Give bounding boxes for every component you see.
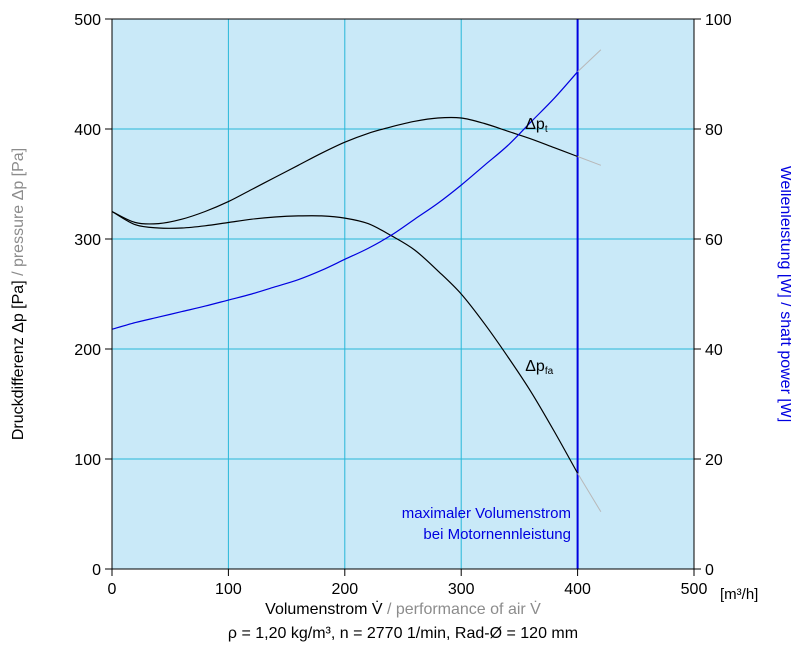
y-right-tick-label-80: 80	[705, 122, 723, 139]
series-label-main-fa: Δp	[525, 358, 545, 375]
y-right-tick-label-100: 100	[705, 12, 732, 29]
y-right-tick-label-20: 20	[705, 452, 723, 469]
y-right-tick-label-40: 40	[705, 342, 723, 359]
series-extension-fa	[577, 473, 602, 513]
max-flow-label-line1: maximaler Volumenstrom	[402, 505, 571, 522]
max-flow-label-line2: bei Motornennleistung	[423, 526, 571, 543]
series-label-main-t: Δp	[525, 116, 545, 133]
y-left-tick-label-500: 500	[74, 12, 101, 29]
axis-ticks: 0 100 200 300 400 500 0 100 200 300 400 500 0 20 40 60 8…	[74, 12, 732, 598]
operating-conditions: ρ = 1,20 kg/m³, n = 2770 1/min, Rad-Ø = …	[228, 625, 578, 642]
y-right-tick-label-0: 0	[705, 562, 714, 579]
y-left-tick-label-200: 200	[74, 342, 101, 359]
series-label-t: Δpt	[525, 116, 548, 135]
x-tick-label-400: 400	[564, 581, 591, 598]
y-left-tick-label-300: 300	[74, 232, 101, 249]
plot-background	[112, 19, 694, 569]
y-left-tick-label-100: 100	[74, 452, 101, 469]
x-tick-label-100: 100	[215, 581, 242, 598]
y-left-axis-title: Druckdifferenz Δp [Pa] / pressure Δp [Pa…	[10, 148, 27, 440]
plot-frame	[111, 18, 695, 570]
series-line-t	[111, 116, 578, 225]
series-label-subscript-fa: fa	[545, 366, 554, 377]
series-extension-power-2	[577, 49, 602, 73]
series-extension-t	[577, 156, 602, 166]
series-line-fa	[111, 210, 579, 474]
y-right-axis-title-translation: / shaft power [W]	[777, 298, 791, 422]
x-tick-label-300: 300	[448, 581, 475, 598]
y-left-axis-title-main: Druckdifferenz Δp [Pa]	[10, 280, 27, 440]
series-label-fa: Δpfa	[525, 358, 553, 377]
x-axis-title-translation: / performance of air V̇	[383, 600, 542, 618]
y-left-tick-label-0: 0	[92, 562, 101, 579]
y-right-axis-title: Wellenleistung [W] / shaft power [W]	[777, 166, 791, 423]
y-left-axis-title-translation: / pressure Δp [Pa]	[10, 148, 27, 281]
x-tick-label-200: 200	[331, 581, 358, 598]
y-left-tick-label-400: 400	[74, 122, 101, 139]
x-tick-label-500: 500	[681, 581, 708, 598]
x-axis-title-main: Volumenstrom V̇	[265, 600, 383, 618]
x-axis-title: Volumenstrom V̇ / performance of air V̇	[265, 600, 541, 618]
y-right-tick-label-60: 60	[705, 232, 723, 249]
series-line-power-2	[111, 71, 579, 330]
series-label-subscript-t: t	[545, 124, 548, 135]
series-layer	[111, 49, 602, 513]
x-tick-label-0: 0	[108, 581, 117, 598]
y-right-axis-title-main: Wellenleistung [W]	[777, 166, 791, 298]
x-axis-unit: [m³/h]	[720, 586, 758, 603]
